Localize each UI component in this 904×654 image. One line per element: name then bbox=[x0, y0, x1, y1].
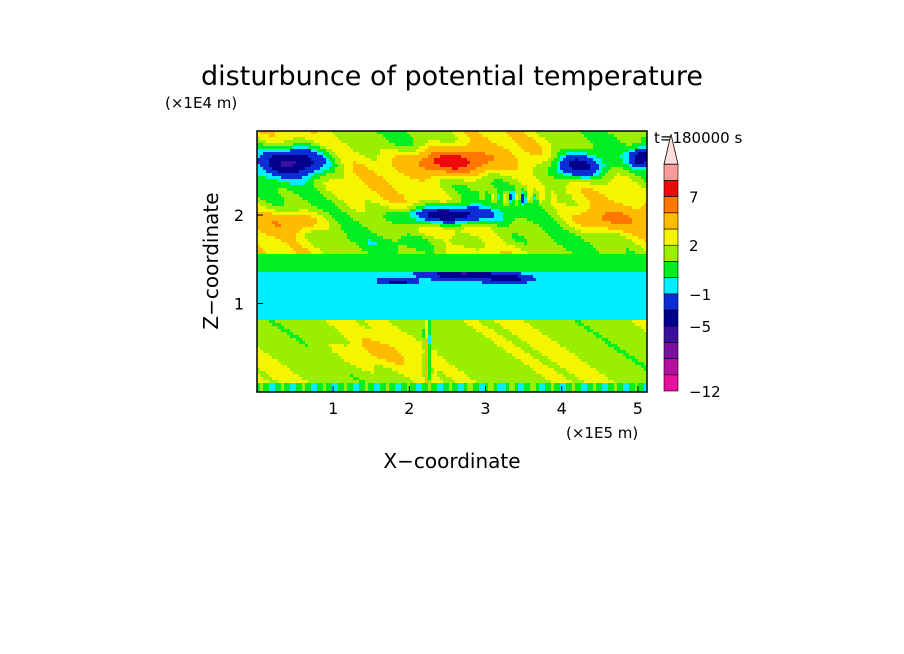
colorbar-segment bbox=[663, 277, 679, 295]
colorbar-segment bbox=[663, 374, 679, 392]
colorbar-segment bbox=[663, 358, 679, 376]
colorbar: −12−5−127 bbox=[663, 134, 721, 401]
colorbar-segment bbox=[663, 261, 679, 278]
colorbar-segment bbox=[663, 293, 679, 311]
x-tick-label: 5 bbox=[633, 399, 643, 418]
colorbar-segment bbox=[663, 163, 679, 181]
colorbar-segment bbox=[663, 325, 679, 343]
y-axis: 12 bbox=[234, 206, 263, 314]
colorbar-segment bbox=[663, 228, 679, 246]
y-axis-label: Z−coordinate bbox=[199, 192, 223, 329]
colorbar-segment bbox=[663, 180, 679, 197]
chart-title: disturbunce of potential temperature bbox=[201, 61, 703, 92]
x-tick-label: 4 bbox=[557, 399, 567, 418]
colorbar-label: −1 bbox=[689, 286, 711, 304]
contour-field bbox=[257, 131, 647, 392]
x-unit-label: (×1E5 m) bbox=[566, 424, 638, 442]
colorbar-segment bbox=[663, 244, 679, 262]
colorbar-segment bbox=[663, 342, 679, 359]
colorbar-extend-arrow bbox=[663, 134, 679, 165]
x-axis-label: X−coordinate bbox=[383, 449, 520, 473]
plot-frame bbox=[256, 130, 648, 393]
colorbar-label: −5 bbox=[689, 318, 711, 336]
colorbar-segment bbox=[663, 212, 679, 230]
colorbar-label: 7 bbox=[689, 189, 699, 207]
x-tick-label: 1 bbox=[328, 399, 338, 418]
colorbar-label: 2 bbox=[689, 237, 699, 255]
y-unit-label: (×1E4 m) bbox=[165, 94, 237, 112]
y-tick-label: 2 bbox=[234, 206, 244, 225]
colorbar-label: −12 bbox=[689, 383, 721, 401]
colorbar-segment bbox=[663, 196, 679, 214]
x-axis: 1 2 3 4 5 bbox=[328, 386, 643, 418]
x-tick-label: 2 bbox=[404, 399, 414, 418]
time-label: t=180000 s bbox=[654, 129, 742, 147]
colorbar-segment bbox=[663, 309, 679, 327]
y-tick-label: 1 bbox=[234, 295, 244, 314]
x-tick-label: 3 bbox=[480, 399, 490, 418]
